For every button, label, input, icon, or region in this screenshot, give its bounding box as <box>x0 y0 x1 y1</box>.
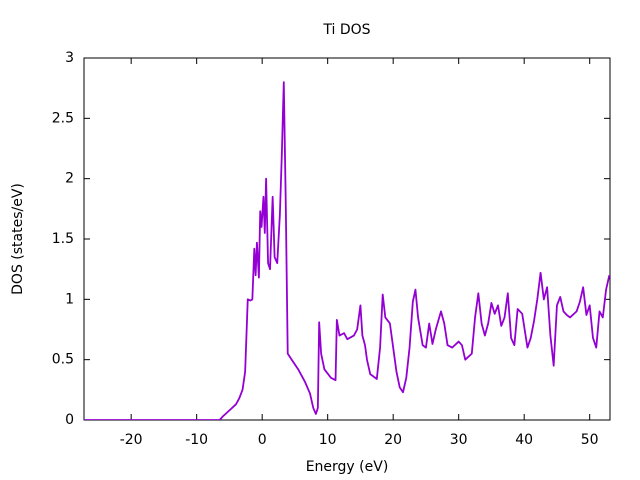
x-tick-label: -20 <box>120 432 143 448</box>
chart-title: Ti DOS <box>322 22 370 38</box>
y-tick-label: 1.5 <box>52 231 74 247</box>
y-tick-label: 3 <box>65 50 74 66</box>
x-tick-label: 10 <box>319 432 337 448</box>
y-tick-label: 0.5 <box>52 352 74 368</box>
x-tick-label: 50 <box>581 432 599 448</box>
x-tick-label: 30 <box>450 432 468 448</box>
data-line <box>84 81 610 420</box>
y-tick-label: 2 <box>65 171 74 187</box>
x-axis-label: Energy (eV) <box>306 459 389 475</box>
x-tick-label: 40 <box>515 432 533 448</box>
y-axis-label: DOS (states/eV) <box>10 183 26 295</box>
y-tick-label: 0 <box>65 412 74 428</box>
y-tick-label: 1 <box>65 291 74 307</box>
x-tick-label: 20 <box>384 432 402 448</box>
plot-frame <box>83 57 611 421</box>
x-tick-label: -10 <box>185 432 208 448</box>
y-tick-label: 2.5 <box>52 110 74 126</box>
x-tick-label: 0 <box>258 432 267 448</box>
